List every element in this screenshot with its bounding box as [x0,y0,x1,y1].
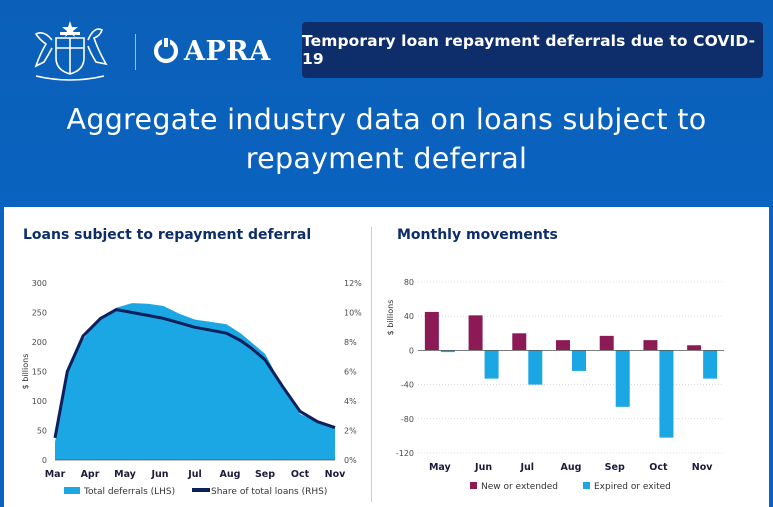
expired-or-exited-bar [440,350,455,353]
charts-panel: Loans subject to repayment deferral Mont… [4,207,769,507]
x-tick-label: May [429,462,452,473]
new-or-extended-bar [556,340,570,351]
x-tick-label: Oct [291,469,310,480]
y-tick-label: -120 [396,449,414,458]
legend-label: Share of total loans (RHS) [211,487,327,497]
x-tick-label: Aug [220,469,241,480]
x-tick-label: Oct [649,462,668,473]
topic-banner: Temporary loan repayment deferrals due t… [302,22,763,78]
chart-divider [371,227,372,502]
new-or-extended-bar [512,333,527,351]
expired-or-exited-bar [528,350,543,385]
y-tick-label: 100 [32,397,47,406]
y-tick-label: 150 [32,368,47,377]
x-tick-label: Aug [561,462,582,473]
expired-or-exited-bar [659,350,674,438]
y-tick-label: 200 [32,338,47,347]
monthly-movements-bar-chart: 80 40 0 -40 -80 -120 $ billions May Jun Jul Aug Sep… [386,278,724,492]
x-tick-label: Jul [520,462,535,473]
y-tick-label: 250 [32,309,47,318]
x-tick-label: Mar [45,469,66,480]
legend-swatch-area [64,487,80,494]
expired-or-exited-bar [572,350,586,371]
y-tick-label: -80 [401,415,414,424]
y-tick-label: -40 [401,381,414,390]
y-tick-label: 50 [37,427,47,436]
x-tick-label: Nov [692,462,713,473]
y2-tick-label: 8% [344,338,357,347]
share-of-loans-line [53,308,336,439]
legend-swatch-line [192,488,210,492]
x-tick-label: Nov [325,469,346,480]
x-tick-label: Apr [81,469,100,480]
legend-swatch-new [470,482,477,489]
x-tick-label: Sep [605,462,625,473]
new-or-extended-bar [687,345,702,351]
page-title: Aggregate industry data on loans subject… [20,100,753,178]
y-tick-label: 300 [32,279,47,288]
right-chart-title: Monthly movements [397,227,558,243]
new-or-extended-bar [643,340,658,351]
legend-label: Total deferrals (LHS) [83,487,175,497]
y2-tick-label: 10% [344,309,362,318]
legend-label: New or extended [481,482,558,492]
logo-divider [135,34,136,70]
x-tick-label: Jun [474,462,492,473]
left-chart-title: Loans subject to repayment deferral [23,227,312,243]
expired-or-exited-bar [615,350,630,407]
apra-logo-text: APRA [184,35,271,67]
y-tick-label: 0 [42,456,47,465]
y2-tick-label: 2% [344,427,357,436]
header-banner: APRA Temporary loan repayment deferrals … [0,0,773,207]
total-deferrals-area [55,303,335,460]
apra-mark-icon [153,37,179,64]
page-title-line2: repayment deferral [245,142,528,175]
y-axis-label: $ billions [21,354,30,390]
x-tick-label: Jun [150,469,168,480]
x-tick-label: Sep [255,469,275,480]
y-tick-label: 0 [409,346,414,355]
new-or-extended-bar [424,311,439,351]
y-tick-label: 80 [404,278,414,287]
new-or-extended-bar [468,315,483,351]
page-title-line1: Aggregate industry data on loans subject… [66,103,707,136]
legend-swatch-expired [583,482,590,489]
y2-tick-label: 12% [344,279,362,288]
apra-logo: APRA [152,33,271,69]
coat-of-arms-icon [34,21,108,81]
new-or-extended-bar [599,335,614,351]
y2-tick-label: 6% [344,368,357,377]
y2-tick-label: 4% [344,397,357,406]
y-tick-label: 40 [404,312,414,321]
legend-label: Expired or exited [594,482,671,492]
expired-or-exited-bar [484,350,499,379]
y2-tick-label: 0% [344,456,357,465]
y-axis-label: $ billions [386,300,395,336]
expired-or-exited-bar [703,350,718,379]
deferral-area-chart: 0 50 100 150 200 250 300 0% 2% 4% 6% 8% 10% 12% $ bill… [21,279,362,497]
x-tick-label: Jul [187,469,202,480]
x-tick-label: May [114,469,137,480]
